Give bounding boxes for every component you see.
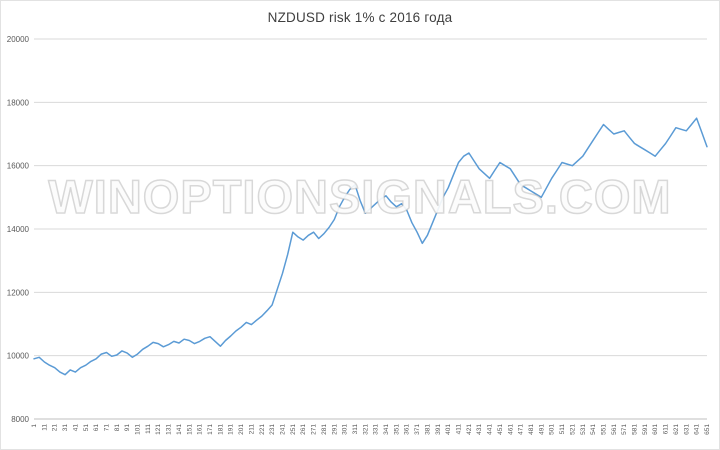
x-axis-tick-label: 611	[663, 424, 670, 435]
chart-title: NZDUSD risk 1% с 2016 года	[267, 10, 453, 25]
x-axis-tick-label: 601	[652, 424, 659, 435]
x-axis-tick-label: 81	[114, 424, 121, 432]
x-axis-tick-label: 531	[580, 424, 587, 435]
x-axis-tick-label: 591	[642, 424, 649, 435]
x-axis-tick-label: 121	[155, 424, 162, 435]
x-axis-tick-label: 561	[611, 424, 618, 435]
x-axis-tick-label: 21	[52, 424, 59, 432]
x-axis-tick-label: 61	[93, 424, 100, 432]
x-axis-tick-label: 511	[559, 424, 566, 435]
x-axis-tick-label: 201	[238, 424, 245, 435]
x-axis-tick-label: 571	[621, 424, 628, 435]
y-axis-tick-label: 10000	[7, 352, 30, 361]
x-axis-tick-label: 191	[228, 424, 235, 435]
x-axis-tick-label: 501	[549, 424, 556, 435]
x-axis-tick-label: 51	[83, 424, 90, 432]
x-axis-tick-label: 441	[487, 424, 494, 435]
x-axis-tick-label: 411	[456, 424, 463, 435]
x-axis-tick-label: 281	[321, 424, 328, 435]
x-axis-tick-label: 431	[476, 424, 483, 435]
y-axis-tick-label: 20000	[7, 35, 30, 44]
x-axis-tick-label: 451	[497, 424, 504, 435]
x-axis-tick-label: 181	[217, 424, 224, 435]
x-axis-tick-label: 381	[424, 424, 431, 435]
x-axis-tick-label: 41	[72, 424, 79, 432]
x-axis-tick-label: 651	[704, 424, 711, 435]
x-axis-tick-label: 211	[248, 424, 255, 435]
x-axis-tick-label: 551	[600, 424, 607, 435]
x-axis-tick-label: 1	[31, 424, 38, 428]
x-axis-tick-label: 321	[362, 424, 369, 435]
x-axis-tick-label: 291	[331, 424, 338, 435]
x-axis-tick-label: 481	[528, 424, 535, 435]
x-axis-tick-label: 331	[373, 424, 380, 435]
x-axis-tick-label: 341	[383, 424, 390, 435]
x-axis-tick-label: 101	[135, 424, 142, 435]
x-axis-tick-label: 141	[176, 424, 183, 435]
x-axis-tick-label: 111	[145, 424, 152, 434]
x-axis-tick-label: 71	[103, 424, 110, 432]
y-axis-tick-label: 18000	[7, 98, 30, 107]
x-axis-tick-label: 461	[507, 424, 514, 435]
y-axis-tick-label: 14000	[7, 225, 30, 234]
x-axis-tick-label: 391	[435, 424, 442, 435]
x-axis-tick-label: 581	[632, 424, 639, 435]
equity-curve-line	[33, 117, 708, 376]
x-axis-tick-label: 231	[269, 424, 276, 435]
x-axis-tick-label: 161	[197, 424, 204, 435]
x-axis-tick-label: 471	[518, 424, 525, 435]
x-axis-tick-label: 171	[207, 424, 214, 435]
x-axis-tick-label: 311	[352, 424, 359, 435]
x-axis-tick-label: 131	[166, 424, 173, 435]
y-axis-tick-label: 12000	[7, 288, 30, 297]
x-axis-tick-label: 251	[290, 424, 297, 435]
x-axis-tick-label: 351	[393, 424, 400, 435]
x-axis-tick-label: 631	[683, 424, 690, 435]
x-axis-tick-label: 31	[62, 424, 69, 432]
x-axis-tick-label: 261	[300, 424, 307, 435]
x-axis-tick-label: 641	[694, 424, 701, 435]
x-axis-tick-label: 91	[124, 424, 131, 432]
x-axis-tick-label: 491	[538, 424, 545, 435]
x-axis-tick-label: 271	[311, 424, 318, 435]
y-axis-tick-label: 8000	[11, 415, 29, 424]
x-axis-tick-label: 221	[259, 424, 266, 435]
x-axis-tick-label: 621	[673, 424, 680, 435]
x-axis-tick-label: 301	[342, 424, 349, 435]
x-axis-tick-label: 361	[404, 424, 411, 435]
x-axis-tick-label: 11	[41, 424, 48, 431]
x-axis-tick-label: 241	[279, 424, 286, 435]
x-axis-tick-label: 151	[186, 424, 193, 435]
x-axis-tick-label: 371	[414, 424, 421, 435]
x-axis-tick-label: 541	[590, 424, 597, 435]
x-axis-tick-label: 401	[445, 424, 452, 435]
x-axis-tick-label: 521	[569, 424, 576, 435]
x-axis-tick-label: 421	[466, 424, 473, 435]
y-axis-tick-label: 16000	[7, 162, 30, 171]
